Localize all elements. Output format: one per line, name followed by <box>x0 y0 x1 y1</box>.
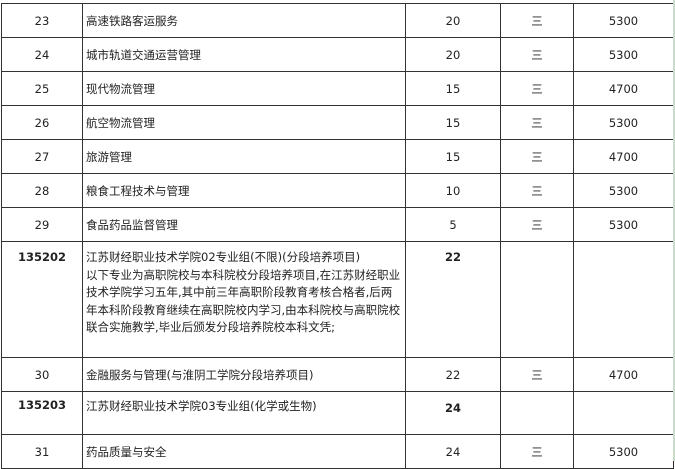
empty-cell <box>573 391 674 435</box>
duration: 三 <box>500 207 574 242</box>
major-number: 31 <box>1 434 83 469</box>
tuition-fee: 5300 <box>573 207 674 242</box>
tuition-fee: 5300 <box>573 173 674 208</box>
major-number: 23 <box>1 3 83 38</box>
empty-cell <box>500 241 574 358</box>
tuition-fee: 5300 <box>573 105 674 140</box>
tuition-fee: 5300 <box>573 434 674 469</box>
plan-count: 20 <box>405 37 501 72</box>
table-row: 27 旅游管理 15 三 4700 <box>1 139 674 174</box>
duration: 三 <box>500 173 574 208</box>
empty-cell <box>573 241 674 358</box>
table-row: 29 食品药品监督管理 5 三 5300 <box>1 207 674 242</box>
table-row: 31 药品质量与安全 24 三 5300 <box>1 434 674 469</box>
plan-count: 20 <box>405 3 501 38</box>
plan-count: 15 <box>405 105 501 140</box>
tuition-fee: 4700 <box>573 71 674 106</box>
tuition-fee: 4700 <box>573 139 674 174</box>
major-number: 25 <box>1 71 83 106</box>
group-code: 135203 <box>1 391 83 435</box>
tuition-fee: 4700 <box>573 357 674 392</box>
major-name: 现代物流管理 <box>82 71 406 106</box>
group-row: 135202 江苏财经职业技术学院02专业组(不限)(分段培养项目) 以下专业为高职… <box>1 241 674 358</box>
plan-count: 5 <box>405 207 501 242</box>
group-plan: 24 <box>405 391 501 435</box>
major-name: 药品质量与安全 <box>82 434 406 469</box>
major-number: 30 <box>1 357 83 392</box>
major-number: 27 <box>1 139 83 174</box>
tuition-fee: 5300 <box>573 3 674 38</box>
major-name: 金融服务与管理(与淮阴工学院分段培养项目) <box>82 357 406 392</box>
table-row: 30 金融服务与管理(与淮阴工学院分段培养项目) 22 三 4700 <box>1 357 674 392</box>
plan-count: 22 <box>405 357 501 392</box>
major-name: 旅游管理 <box>82 139 406 174</box>
group-note: 以下专业为高职院校与本科院校分段培养项目,在江苏财经职业技术学院学习五年,其中前… <box>86 267 401 335</box>
duration: 三 <box>500 71 574 106</box>
major-name: 食品药品监督管理 <box>82 207 406 242</box>
duration: 三 <box>500 357 574 392</box>
scrollbar-edge <box>673 0 675 461</box>
major-number: 24 <box>1 37 83 72</box>
major-number: 26 <box>1 105 83 140</box>
group-title: 江苏财经职业技术学院02专业组(不限)(分段培养项目) 以下专业为高职院校与本科院… <box>82 241 406 358</box>
duration: 三 <box>500 37 574 72</box>
duration: 三 <box>500 3 574 38</box>
tuition-fee: 5300 <box>573 37 674 72</box>
empty-cell <box>500 391 574 435</box>
plan-count: 24 <box>405 434 501 469</box>
plan-count: 15 <box>405 71 501 106</box>
major-number: 28 <box>1 173 83 208</box>
plan-count: 10 <box>405 173 501 208</box>
major-number: 29 <box>1 207 83 242</box>
group-title: 江苏财经职业技术学院03专业组(化学或生物) <box>82 391 406 435</box>
major-name: 粮食工程技术与管理 <box>82 173 406 208</box>
major-name: 高速铁路客运服务 <box>82 3 406 38</box>
duration: 三 <box>500 434 574 469</box>
table-row: 28 粮食工程技术与管理 10 三 5300 <box>1 173 674 208</box>
plan-count: 15 <box>405 139 501 174</box>
duration: 三 <box>500 105 574 140</box>
table-row: 25 现代物流管理 15 三 4700 <box>1 71 674 106</box>
admission-plan-table: 23 高速铁路客运服务 20 三 5300 24 城市轨道交通运营管理 20 三 5300 25 现代… <box>1 3 674 469</box>
table-row: 24 城市轨道交通运营管理 20 三 5300 <box>1 37 674 72</box>
group-title-text: 江苏财经职业技术学院02专业组(不限)(分段培养项目) <box>86 250 361 264</box>
table-row: 23 高速铁路客运服务 20 三 5300 <box>1 3 674 38</box>
major-name: 航空物流管理 <box>82 105 406 140</box>
duration: 三 <box>500 139 574 174</box>
group-row: 135203 江苏财经职业技术学院03专业组(化学或生物) 24 <box>1 391 674 435</box>
table-row: 26 航空物流管理 15 三 5300 <box>1 105 674 140</box>
group-plan: 22 <box>405 241 501 358</box>
group-code: 135202 <box>1 241 83 358</box>
major-name: 城市轨道交通运营管理 <box>82 37 406 72</box>
